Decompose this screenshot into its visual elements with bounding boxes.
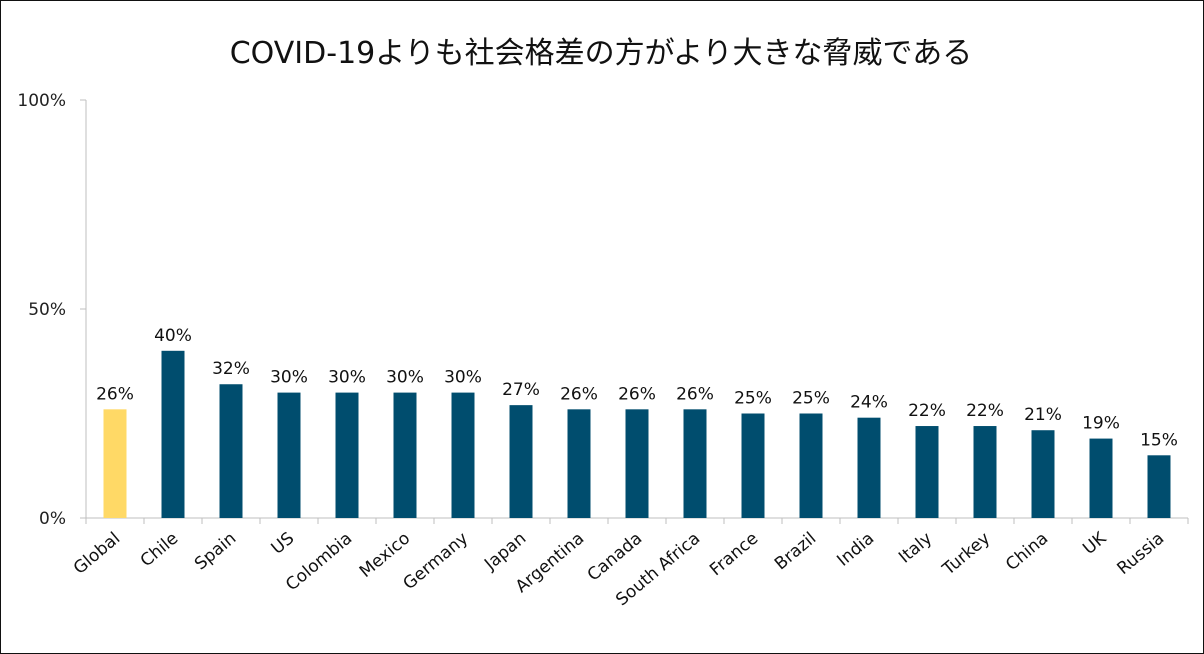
data-label: 21% xyxy=(1024,405,1062,425)
bar-canada xyxy=(625,409,649,518)
bar-uk xyxy=(1089,438,1113,518)
x-tick-label: UK xyxy=(1079,528,1111,559)
bar-colombia xyxy=(335,392,359,518)
data-label: 30% xyxy=(270,368,308,388)
data-label: 27% xyxy=(502,380,540,400)
data-label: 32% xyxy=(212,359,250,379)
bar-germany xyxy=(451,392,475,518)
data-label: 26% xyxy=(560,384,598,404)
bar-brazil xyxy=(799,413,823,518)
y-tick-label: 0% xyxy=(39,509,66,529)
x-tick-label: Chile xyxy=(137,529,182,572)
bar-italy xyxy=(915,426,939,518)
data-label: 22% xyxy=(908,401,946,421)
x-tick-label: Brazil xyxy=(771,529,820,575)
bar-spain xyxy=(219,384,243,518)
data-label: 26% xyxy=(676,384,714,404)
x-tick-label: France xyxy=(706,529,762,581)
data-label: 40% xyxy=(154,326,192,346)
x-tick-label: Russia xyxy=(1113,529,1168,579)
data-label: 30% xyxy=(444,368,482,388)
data-label: 26% xyxy=(618,384,656,404)
data-label: 30% xyxy=(386,368,424,388)
x-tick-label: China xyxy=(1002,529,1052,576)
bar-us xyxy=(277,392,301,518)
bar-chile xyxy=(161,350,185,518)
x-tick-label: Italy xyxy=(895,529,936,568)
data-label: 19% xyxy=(1082,414,1120,434)
bar-global xyxy=(103,409,127,518)
data-label: 15% xyxy=(1140,430,1178,450)
y-tick-label: 50% xyxy=(28,300,66,320)
y-tick-label: 100% xyxy=(17,91,66,111)
data-label: 22% xyxy=(966,401,1004,421)
bar-mexico xyxy=(393,392,417,518)
data-label: 24% xyxy=(850,393,888,413)
x-tick-label: Germany xyxy=(399,529,472,595)
data-label: 25% xyxy=(734,389,772,409)
chart-title: COVID-19よりも社会格差の方がより大きな脅威である xyxy=(229,36,973,71)
bar-argentina xyxy=(567,409,591,518)
data-label: 26% xyxy=(96,384,134,404)
x-tick-label: Japan xyxy=(480,529,530,575)
x-tick-label: US xyxy=(268,529,299,559)
bar-japan xyxy=(509,405,533,518)
x-tick-label: India xyxy=(833,529,878,571)
data-label: 25% xyxy=(792,389,830,409)
bar-france xyxy=(741,413,765,518)
bar-china xyxy=(1031,430,1055,518)
bar-russia xyxy=(1147,455,1171,518)
bar-turkey xyxy=(973,426,997,518)
bar-india xyxy=(857,417,881,518)
x-tick-label: Global xyxy=(70,529,124,579)
x-tick-label: Turkey xyxy=(938,529,994,581)
data-label: 30% xyxy=(328,368,366,388)
x-tick-label: Spain xyxy=(191,529,240,575)
bar-south-africa xyxy=(683,409,707,518)
